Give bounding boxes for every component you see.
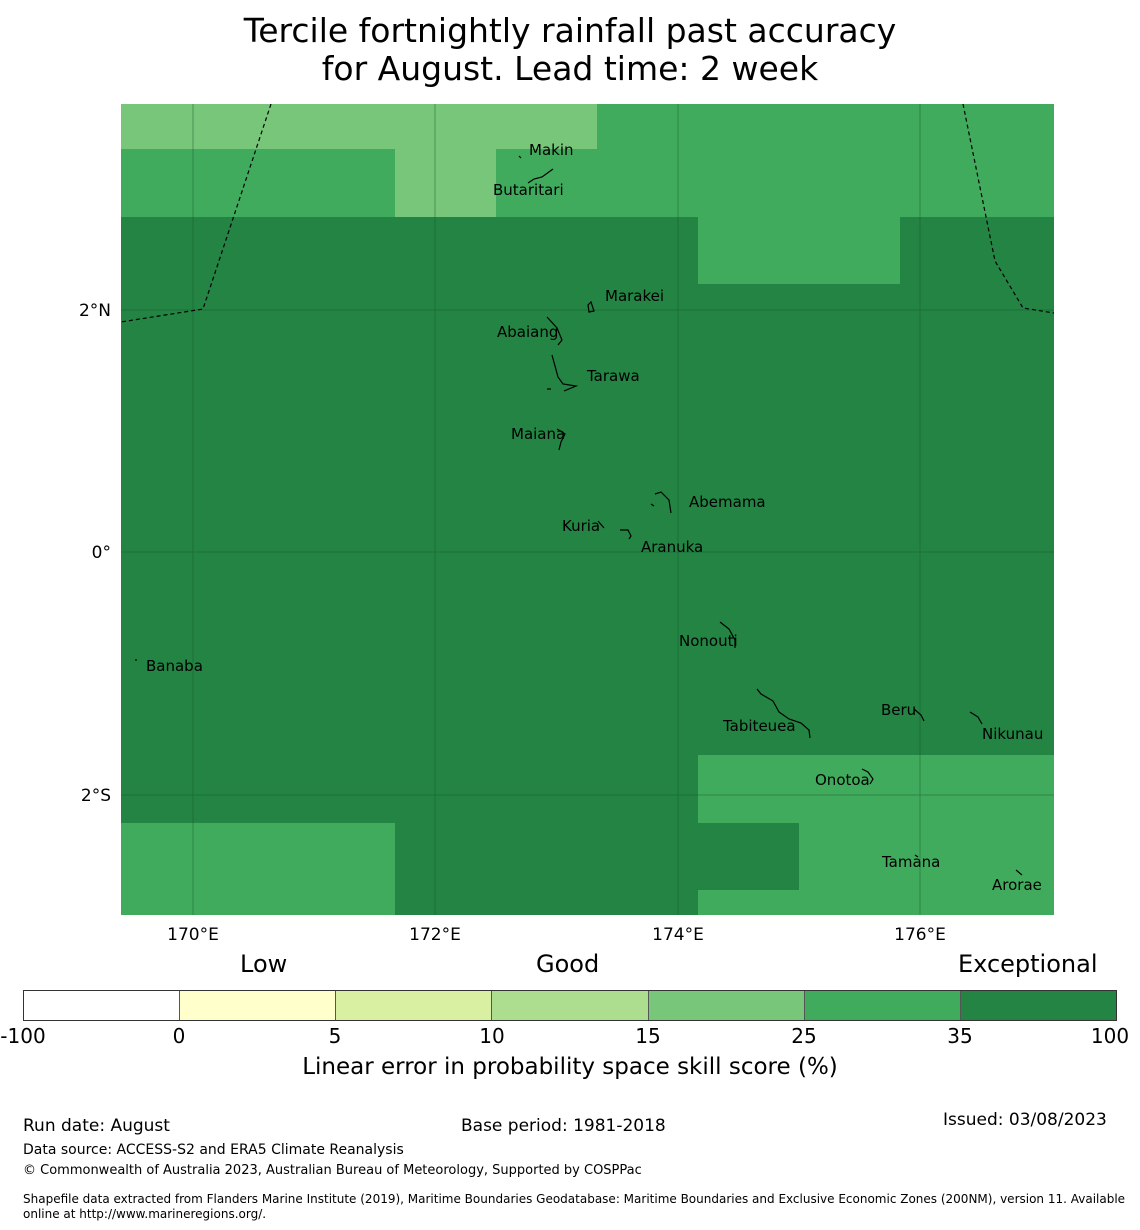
base-period: Base period: 1981-2018: [461, 1116, 666, 1136]
lon-tick: 170°E: [167, 925, 219, 945]
colorbar-tick: 25: [791, 1024, 817, 1048]
colorbar-swatch: [180, 991, 337, 1020]
lat-tick: 2°S: [81, 786, 111, 806]
island-outlines: [135, 155, 1023, 876]
shapefile-credit-line1: Shapefile data extracted from Flanders M…: [23, 1192, 1126, 1206]
island-label: Tamana: [881, 853, 940, 871]
island-label: Onotoa: [815, 771, 870, 789]
island-label: Nikunau: [982, 725, 1043, 743]
island-label: Abemama: [689, 493, 766, 511]
colorbar-swatch: [804, 991, 961, 1020]
colorbar-swatch: [648, 991, 805, 1020]
legend-category-exceptional: Exceptional: [958, 950, 1098, 978]
gridlines: [121, 104, 1054, 915]
map-title-line1: Tercile fortnightly rainfall past accura…: [243, 11, 897, 50]
colorbar-tick: 10: [479, 1024, 505, 1048]
map-title-line2: for August. Lead time: 2 week: [321, 49, 819, 88]
colorbar-tick: 35: [947, 1024, 973, 1048]
colorbar-swatch: [336, 991, 493, 1020]
colorbar: [23, 990, 1117, 1021]
colorbar-tick: 5: [328, 1024, 342, 1048]
island-label: Marakei: [605, 287, 664, 305]
island-label: Tabiteuea: [722, 717, 796, 735]
region-exc-bottom: [395, 823, 799, 890]
lon-tick: 174°E: [652, 925, 704, 945]
island-label: Banaba: [146, 657, 203, 675]
region-25: [121, 104, 597, 149]
run-date: Run date: August: [23, 1116, 170, 1136]
colorbar-tick: 100: [1090, 1024, 1130, 1048]
island-label: Nonouti: [679, 632, 738, 650]
colorbar-swatch: [24, 991, 181, 1020]
skill-map: Makin Butaritari Marakei Abaiang Tarawa …: [79, 103, 1055, 945]
data-source: Data source: ACCESS-S2 and ERA5 Climate …: [23, 1142, 404, 1158]
island-label: Kuria: [562, 517, 600, 535]
island-label: Abaiang: [497, 323, 558, 341]
island-label: Maiana: [511, 425, 565, 443]
colorbar-tick: 0: [172, 1024, 186, 1048]
lat-tick: 0°: [92, 543, 111, 563]
legend-category-low: Low: [240, 950, 288, 978]
island-label: Makin: [529, 141, 574, 159]
colorbar-swatch: [960, 991, 1116, 1020]
shapefile-credit-line2: online at http://www.marineregions.org/.: [23, 1207, 267, 1221]
issued-date: Issued: 03/08/2023: [943, 1110, 1107, 1130]
lon-tick: 172°E: [409, 925, 461, 945]
colorbar-swatch: [492, 991, 649, 1020]
island-label: Aranuka: [641, 538, 703, 556]
lat-tick: 2°N: [79, 301, 111, 321]
colorbar-label: Linear error in probability space skill …: [302, 1054, 838, 1080]
island-label: Arorae: [992, 876, 1042, 894]
copyright: © Commonwealth of Australia 2023, Austra…: [23, 1163, 642, 1178]
lon-tick: 176°E: [894, 925, 946, 945]
eez-boundaries: [120, 103, 1055, 323]
region-35b: [698, 217, 900, 284]
legend-category-good: Good: [536, 950, 600, 978]
region-35d: [121, 823, 395, 915]
colorbar-tick: -100: [0, 1024, 46, 1048]
island-label: Tarawa: [586, 367, 640, 385]
region-25b: [395, 149, 496, 217]
island-label: Butaritari: [493, 181, 564, 199]
colorbar-tick: 15: [635, 1024, 661, 1048]
island-label: Beru: [881, 701, 916, 719]
